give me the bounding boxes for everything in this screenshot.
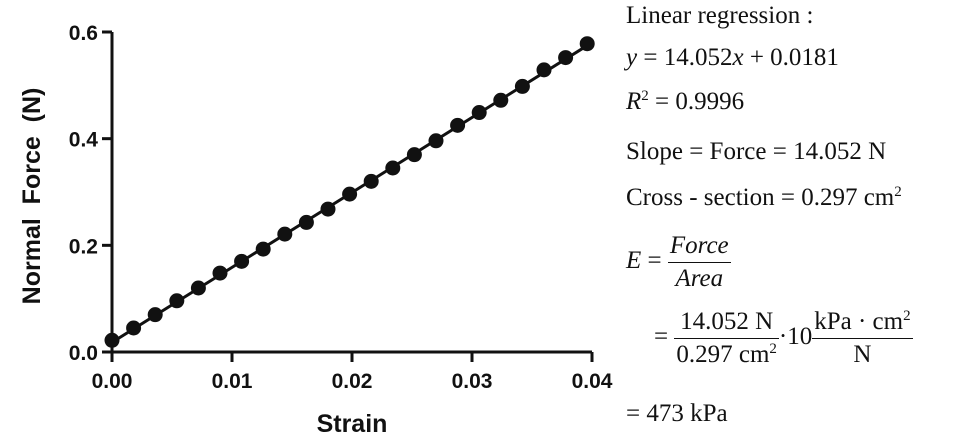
cross-section-sup: 2 <box>894 184 902 200</box>
area-denominator: Area <box>675 265 724 292</box>
calc-multiplier: ·10 <box>778 323 813 351</box>
x-axis-label: Strain <box>317 410 388 438</box>
y-tick-label: 0.4 <box>69 129 99 152</box>
data-point <box>385 160 401 176</box>
regression-equation: y = 14.052x + 0.0181 <box>626 44 839 72</box>
modulus-result: = 473 kPa <box>626 400 728 427</box>
eq-y-var: y <box>626 44 638 71</box>
calc-denominator-1: 0.297 cm2 <box>674 339 779 369</box>
x-tick-label: 0.03 <box>452 370 493 393</box>
x-tick-label: 0.01 <box>212 370 253 393</box>
calc-denominator-1-sup: 2 <box>769 341 777 357</box>
cross-section-text: Cross - section = 0.297 cm <box>626 184 895 211</box>
r-squared: R2 = 0.9996 <box>626 88 744 116</box>
x-tick-label: 0.04 <box>572 370 613 393</box>
regression-annotation: Linear regression : y = 14.052x + 0.0181… <box>626 0 972 442</box>
unit-conversion-fraction: kPa · cm2 N <box>812 308 913 369</box>
data-point <box>471 105 487 121</box>
y-axis-label: Normal Force (N) <box>18 88 46 305</box>
data-point <box>558 50 574 66</box>
data-point <box>190 280 206 296</box>
calc-denominator-1-text: 0.297 cm <box>676 341 770 368</box>
calc-numerator-1: 14.052 N <box>674 308 779 339</box>
y-tick-label: 0.0 <box>69 342 98 365</box>
calc-numerator-2-sup: 2 <box>903 308 911 324</box>
scatter-chart: 0.00 0.01 0.02 0.03 0.04 0.0 0.2 0.4 0.6 Normal … <box>18 22 613 438</box>
data-point <box>363 173 379 189</box>
data-point <box>406 147 422 163</box>
modulus-definition: E = Force Area <box>626 232 731 293</box>
eq-x-var: x <box>732 44 744 71</box>
e-equals: = <box>647 247 662 275</box>
calc-numerator-2-text: kPa · cm <box>814 308 904 335</box>
data-point <box>147 307 163 323</box>
data-point <box>342 186 358 202</box>
data-point <box>450 117 466 133</box>
calc-numerator-2: kPa · cm2 <box>812 308 913 339</box>
data-point <box>212 265 228 281</box>
data-point <box>579 36 595 52</box>
data-point <box>320 201 336 217</box>
eq-coef: = 14.052 <box>643 44 733 71</box>
data-point <box>104 332 120 348</box>
e-var: E <box>626 247 642 275</box>
calc-equals: = <box>654 323 669 351</box>
data-point <box>126 320 142 336</box>
data-point <box>514 78 530 94</box>
r2-value: = 0.9996 <box>655 88 745 115</box>
data-point <box>493 92 509 108</box>
r2-var: R <box>626 88 642 115</box>
data-point <box>298 214 314 230</box>
y-tick-label: 0.6 <box>69 22 98 45</box>
eq-intercept: + 0.0181 <box>749 44 839 71</box>
y-tick-label: 0.2 <box>69 235 98 258</box>
r2-sup: 2 <box>641 88 649 104</box>
data-point <box>255 241 271 257</box>
force-numerator: Force <box>667 232 731 263</box>
modulus-calculation: = 14.052 N 0.297 cm2 ·10 kPa · cm2 N <box>654 308 913 369</box>
data-point <box>428 133 444 149</box>
data-point <box>536 62 552 78</box>
data-point <box>277 226 293 242</box>
x-tick-label: 0.02 <box>332 370 373 393</box>
force-area-fraction: 14.052 N 0.297 cm2 <box>674 308 779 369</box>
calc-denominator-2: N <box>853 341 872 368</box>
force-over-area: Force Area <box>667 232 731 293</box>
cross-section-line: Cross - section = 0.297 cm2 <box>626 184 902 212</box>
data-point <box>234 253 250 269</box>
regression-title: Linear regression : <box>626 2 814 29</box>
slope-line: Slope = Force = 14.052 N <box>626 138 887 165</box>
x-tick-label: 0.00 <box>92 370 133 393</box>
data-point <box>169 293 185 309</box>
